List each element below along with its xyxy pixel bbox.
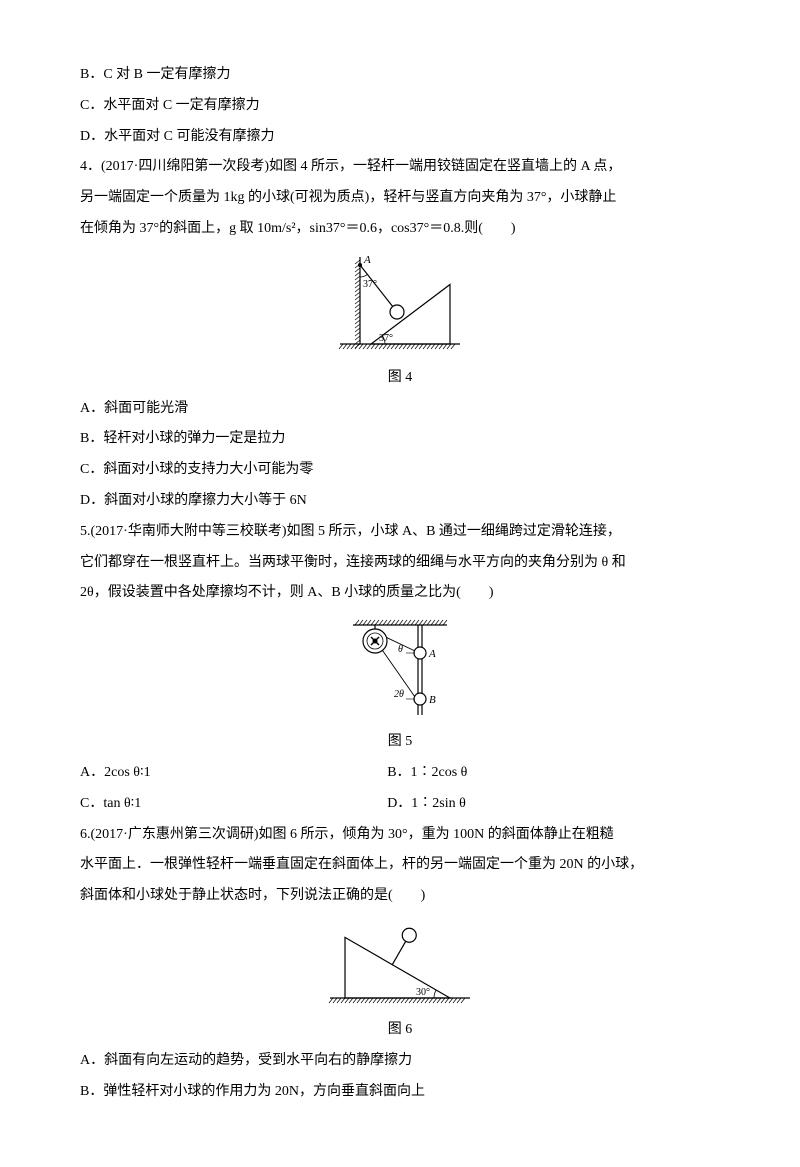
figure-5: A Bθ 2θ bbox=[80, 613, 720, 723]
svg-text:B: B bbox=[429, 694, 436, 706]
q5-stem-3: 2θ，假设装置中各处摩擦均不计，则 A、B 小球的质量之比为( ) bbox=[80, 578, 720, 609]
svg-text:A: A bbox=[363, 254, 371, 266]
figure-4-svg: A 37° 37° bbox=[335, 249, 465, 359]
q5-option-c: C．tan θ∶1 bbox=[80, 789, 387, 820]
q5-option-a: A．2cos θ∶1 bbox=[80, 758, 387, 789]
q4-option-a: A．斜面可能光滑 bbox=[80, 394, 720, 425]
figure-6-caption: 图 6 bbox=[80, 1015, 720, 1046]
svg-text:θ: θ bbox=[398, 644, 403, 655]
figure-4: A 37° 37° bbox=[80, 249, 720, 359]
q4-option-d: D．斜面对小球的摩擦力大小等于 6N bbox=[80, 486, 720, 517]
figure-6-svg: 30° bbox=[325, 916, 475, 1011]
svg-text:37°: 37° bbox=[363, 279, 377, 290]
q4-option-c: C．斜面对小球的支持力大小可能为零 bbox=[80, 455, 720, 486]
figure-5-svg: A Bθ 2θ bbox=[345, 613, 455, 723]
figure-5-caption: 图 5 bbox=[80, 727, 720, 758]
svg-text:37°: 37° bbox=[379, 333, 393, 344]
q4-option-b: B．轻杆对小球的弹力一定是拉力 bbox=[80, 424, 720, 455]
q3-option-b: B．C 对 B 一定有摩擦力 bbox=[80, 60, 720, 91]
q6-option-b: B．弹性轻杆对小球的作用力为 20N，方向垂直斜面向上 bbox=[80, 1077, 720, 1108]
q5-option-b: B．1∶2cos θ bbox=[387, 758, 694, 789]
q3-option-d: D．水平面对 C 可能没有摩擦力 bbox=[80, 122, 720, 153]
figure-4-caption: 图 4 bbox=[80, 363, 720, 394]
svg-text:A: A bbox=[428, 648, 436, 660]
q3-option-c: C．水平面对 C 一定有摩擦力 bbox=[80, 91, 720, 122]
q6-stem-1: 6.(2017·广东惠州第三次调研)如图 6 所示，倾角为 30°，重为 100… bbox=[80, 820, 720, 851]
q4-stem-3: 在倾角为 37°的斜面上，g 取 10m/s²，sin37°＝0.6，cos37… bbox=[80, 214, 720, 245]
svg-text:2θ: 2θ bbox=[394, 689, 404, 700]
q5-stem-1: 5.(2017·华南师大附中等三校联考)如图 5 所示，小球 A、B 通过一细绳… bbox=[80, 517, 720, 548]
q6-option-a: A．斜面有向左运动的趋势，受到水平向右的静摩擦力 bbox=[80, 1046, 720, 1077]
svg-text:30°: 30° bbox=[416, 987, 430, 998]
q4-stem-1: 4．(2017·四川绵阳第一次段考)如图 4 所示，一轻杆一端用铰链固定在竖直墙… bbox=[80, 152, 720, 183]
q5-stem-2: 它们都穿在一根竖直杆上。当两球平衡时，连接两球的细绳与水平方向的夹角分别为 θ … bbox=[80, 548, 720, 579]
q6-stem-3: 斜面体和小球处于静止状态时，下列说法正确的是( ) bbox=[80, 881, 720, 912]
q6-stem-2: 水平面上．一根弹性轻杆一端垂直固定在斜面体上，杆的另一端固定一个重为 20N 的… bbox=[80, 850, 720, 881]
figure-6: 30° bbox=[80, 916, 720, 1011]
q5-option-d: D．1∶2sin θ bbox=[387, 789, 694, 820]
q4-stem-2: 另一端固定一个质量为 1kg 的小球(可视为质点)，轻杆与竖直方向夹角为 37°… bbox=[80, 183, 720, 214]
